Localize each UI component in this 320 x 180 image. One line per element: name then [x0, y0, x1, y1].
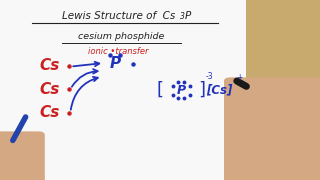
FancyBboxPatch shape — [0, 0, 246, 180]
Text: [: [ — [156, 81, 164, 99]
Text: Cs: Cs — [39, 58, 60, 73]
Text: ionic •transfer: ionic •transfer — [88, 47, 149, 56]
Text: P: P — [185, 11, 191, 21]
Text: ]: ] — [198, 81, 205, 99]
Text: Cs: Cs — [39, 82, 60, 97]
Text: P: P — [110, 56, 121, 71]
Text: +: + — [236, 73, 243, 82]
FancyBboxPatch shape — [224, 77, 320, 180]
Text: cesium phosphide: cesium phosphide — [78, 32, 165, 41]
Text: P: P — [176, 84, 185, 96]
Text: [Cs]: [Cs] — [206, 84, 232, 96]
Text: Cs: Cs — [39, 105, 60, 120]
FancyBboxPatch shape — [0, 131, 45, 180]
Text: Lewis Structure of  Cs: Lewis Structure of Cs — [62, 11, 175, 21]
Text: -3: -3 — [206, 72, 213, 81]
Text: 3: 3 — [180, 12, 185, 21]
